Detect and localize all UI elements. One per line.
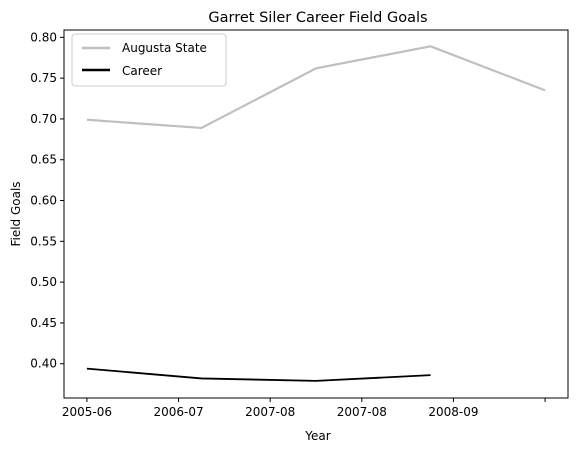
plot-area: 0.40 0.45 0.50 0.55 0.60 0.65 0.70 0.75 0.80 200… xyxy=(30,29,569,419)
y-tick-label: 0.45 xyxy=(30,316,57,330)
x-tick-label: 2005-06 xyxy=(62,405,112,419)
y-axis-label: Field Goals xyxy=(9,181,23,246)
legend: Augusta State Career xyxy=(71,33,227,87)
y-tick-label: 0.80 xyxy=(30,30,57,44)
y-tick-label: 0.50 xyxy=(30,275,57,289)
x-axis: 2005-06 2006-07 2007-08 2007-08 2008-09 xyxy=(62,398,546,419)
y-tick-label: 0.75 xyxy=(30,71,57,85)
legend-frame xyxy=(71,33,227,87)
series-layer xyxy=(86,45,546,382)
series-line-augusta-state xyxy=(86,45,546,130)
x-axis-label: Year xyxy=(304,429,330,443)
y-tick-label: 0.60 xyxy=(30,194,57,208)
chart-title: Garret Siler Career Field Goals xyxy=(208,10,427,26)
x-tick-label: 2007-08 xyxy=(245,405,295,419)
y-axis: 0.40 0.45 0.50 0.55 0.60 0.65 0.70 0.75 0.80 xyxy=(30,30,64,371)
series-line-career xyxy=(86,367,431,382)
x-tick-label: 2007-08 xyxy=(337,405,387,419)
x-tick-label: 2006-07 xyxy=(153,405,203,419)
legend-label-augusta-state: Augusta State xyxy=(122,41,207,55)
y-tick-label: 0.70 xyxy=(30,112,57,126)
y-tick-label: 0.40 xyxy=(30,357,57,371)
y-tick-label: 0.65 xyxy=(30,153,57,167)
x-tick-label: 2008-09 xyxy=(428,405,478,419)
y-tick-label: 0.55 xyxy=(30,234,57,248)
plot-frame xyxy=(63,29,569,399)
legend-label-career: Career xyxy=(122,64,162,78)
